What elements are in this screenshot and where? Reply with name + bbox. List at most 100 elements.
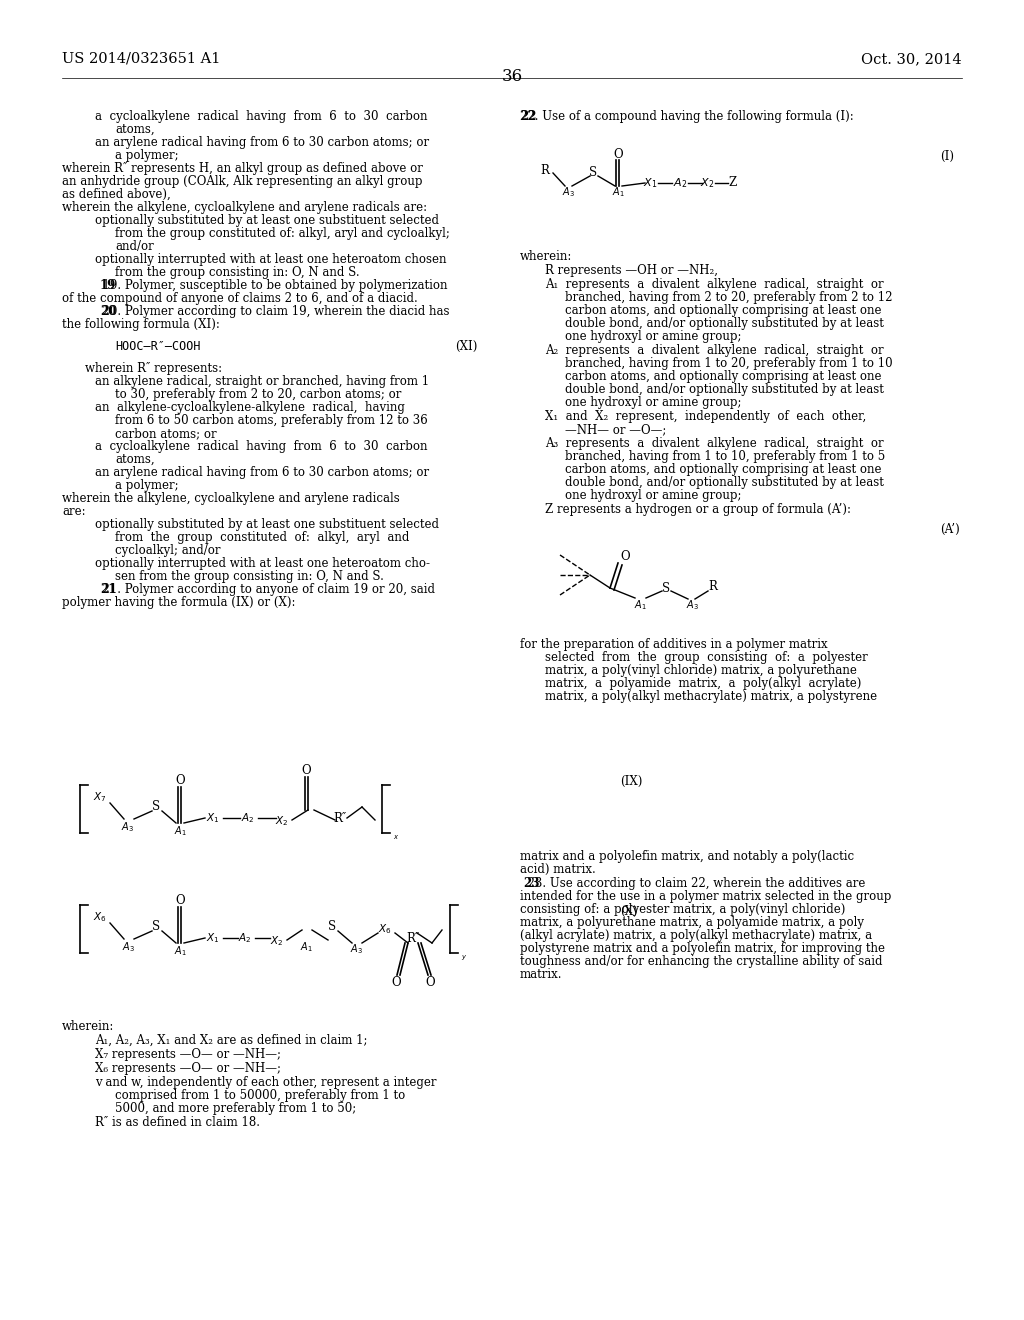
Text: (IX): (IX) bbox=[620, 775, 642, 788]
Text: branched, having from 1 to 10, preferably from 1 to 5: branched, having from 1 to 10, preferabl… bbox=[565, 450, 886, 463]
Text: from the group consisting in: O, N and S.: from the group consisting in: O, N and S… bbox=[115, 267, 359, 279]
Text: double bond, and/or optionally substituted by at least: double bond, and/or optionally substitut… bbox=[565, 317, 884, 330]
Text: $X_6$: $X_6$ bbox=[93, 909, 106, 924]
Text: one hydroxyl or amine group;: one hydroxyl or amine group; bbox=[565, 330, 741, 343]
Text: R: R bbox=[541, 164, 550, 177]
Text: S: S bbox=[662, 582, 670, 594]
Text: $_y$: $_y$ bbox=[461, 953, 467, 961]
Text: Z: Z bbox=[729, 177, 737, 190]
Text: wherein R″ represents H, an alkyl group as defined above or: wherein R″ represents H, an alkyl group … bbox=[62, 162, 423, 176]
Text: toughness and/or for enhancing the crystalline ability of said: toughness and/or for enhancing the cryst… bbox=[520, 954, 883, 968]
Text: $A_3$: $A_3$ bbox=[349, 942, 362, 956]
Text: S: S bbox=[589, 166, 597, 180]
Text: from the group constituted of: alkyl, aryl and cycloalkyl;: from the group constituted of: alkyl, ar… bbox=[115, 227, 450, 240]
Text: R″: R″ bbox=[334, 812, 347, 825]
Text: 23: 23 bbox=[523, 876, 540, 890]
Text: an arylene radical having from 6 to 30 carbon atoms; or: an arylene radical having from 6 to 30 c… bbox=[95, 136, 429, 149]
Text: for the preparation of additives in a polymer matrix: for the preparation of additives in a po… bbox=[520, 638, 827, 651]
Text: 22: 22 bbox=[520, 110, 537, 123]
Text: double bond, and/or optionally substituted by at least: double bond, and/or optionally substitut… bbox=[565, 383, 884, 396]
Text: selected  from  the  group  consisting  of:  a  polyester: selected from the group consisting of: a… bbox=[545, 651, 867, 664]
Text: (I): (I) bbox=[940, 150, 954, 162]
Text: Oct. 30, 2014: Oct. 30, 2014 bbox=[861, 51, 962, 66]
Text: optionally interrupted with at least one heteroatom chosen: optionally interrupted with at least one… bbox=[95, 253, 446, 267]
Text: $_x$: $_x$ bbox=[393, 833, 399, 842]
Text: $A_3$: $A_3$ bbox=[121, 820, 133, 834]
Text: wherein:: wherein: bbox=[62, 1020, 115, 1034]
Text: carbon atoms, and optionally comprising at least one: carbon atoms, and optionally comprising … bbox=[565, 463, 882, 477]
Text: $A_1$: $A_1$ bbox=[174, 824, 186, 838]
Text: one hydroxyl or amine group;: one hydroxyl or amine group; bbox=[565, 396, 741, 409]
Text: R: R bbox=[709, 581, 718, 594]
Text: branched, having from 1 to 20, preferably from 1 to 10: branched, having from 1 to 20, preferabl… bbox=[565, 356, 893, 370]
Text: carbon atoms, and optionally comprising at least one: carbon atoms, and optionally comprising … bbox=[565, 370, 882, 383]
Text: matrix.: matrix. bbox=[520, 968, 562, 981]
Text: double bond, and/or optionally substituted by at least: double bond, and/or optionally substitut… bbox=[565, 477, 884, 488]
Text: comprised from 1 to 50000, preferably from 1 to: comprised from 1 to 50000, preferably fr… bbox=[115, 1089, 406, 1102]
Text: carbon atoms, and optionally comprising at least one: carbon atoms, and optionally comprising … bbox=[565, 304, 882, 317]
Text: acid) matrix.: acid) matrix. bbox=[520, 863, 596, 876]
Text: consisting of: a polyester matrix, a poly(vinyl chloride): consisting of: a polyester matrix, a pol… bbox=[520, 903, 846, 916]
Text: wherein the alkylene, cycloalkylene and arylene radicals: wherein the alkylene, cycloalkylene and … bbox=[62, 492, 399, 506]
Text: matrix and a polyolefin matrix, and notably a poly(lactic: matrix and a polyolefin matrix, and nota… bbox=[520, 850, 854, 863]
Text: (A’): (A’) bbox=[940, 523, 959, 536]
Text: O: O bbox=[301, 764, 311, 777]
Text: Z represents a hydrogen or a group of formula (A’):: Z represents a hydrogen or a group of fo… bbox=[545, 503, 851, 516]
Text: S: S bbox=[152, 800, 160, 813]
Text: 36: 36 bbox=[502, 69, 522, 84]
Text: $X_1$: $X_1$ bbox=[206, 931, 220, 945]
Text: an  alkylene-cycloalkylene-alkylene  radical,  having: an alkylene-cycloalkylene-alkylene radic… bbox=[95, 401, 404, 414]
Text: 19. Polymer, susceptible to be obtained by polymerization: 19. Polymer, susceptible to be obtained … bbox=[95, 279, 447, 292]
Text: $A_2$: $A_2$ bbox=[242, 810, 255, 825]
Text: v and w, independently of each other, represent a integer: v and w, independently of each other, re… bbox=[95, 1076, 436, 1089]
Text: R represents —OH or —NH₂,: R represents —OH or —NH₂, bbox=[545, 264, 718, 277]
Text: optionally interrupted with at least one heteroatom cho-: optionally interrupted with at least one… bbox=[95, 557, 430, 570]
Text: $A_1$: $A_1$ bbox=[611, 185, 625, 199]
Text: $X_6$: $X_6$ bbox=[378, 923, 392, 936]
Text: 20: 20 bbox=[100, 305, 117, 318]
Text: one hydroxyl or amine group;: one hydroxyl or amine group; bbox=[565, 488, 741, 502]
Text: A₂  represents  a  divalent  alkylene  radical,  straight  or: A₂ represents a divalent alkylene radica… bbox=[545, 345, 884, 356]
Text: $X_2$: $X_2$ bbox=[275, 814, 289, 828]
Text: atoms,: atoms, bbox=[115, 123, 155, 136]
Text: X₇ represents —O— or —NH—;: X₇ represents —O— or —NH—; bbox=[95, 1048, 281, 1061]
Text: $A_1$: $A_1$ bbox=[174, 944, 186, 958]
Text: O: O bbox=[425, 977, 435, 990]
Text: $A_2$: $A_2$ bbox=[673, 176, 687, 190]
Text: wherein:: wherein: bbox=[520, 249, 572, 263]
Text: A₁, A₂, A₃, X₁ and X₂ are as defined in claim 1;: A₁, A₂, A₃, X₁ and X₂ are as defined in … bbox=[95, 1034, 368, 1047]
Text: wherein the alkylene, cycloalkylene and arylene radicals are:: wherein the alkylene, cycloalkylene and … bbox=[62, 201, 427, 214]
Text: O: O bbox=[613, 148, 623, 161]
Text: (XI): (XI) bbox=[455, 341, 477, 352]
Text: the following formula (XI):: the following formula (XI): bbox=[62, 318, 220, 331]
Text: intended for the use in a polymer matrix selected in the group: intended for the use in a polymer matrix… bbox=[520, 890, 891, 903]
Text: S: S bbox=[152, 920, 160, 933]
Text: $X_2$: $X_2$ bbox=[270, 935, 284, 948]
Text: from 6 to 50 carbon atoms, preferably from 12 to 36: from 6 to 50 carbon atoms, preferably fr… bbox=[115, 414, 428, 426]
Text: (alkyl acrylate) matrix, a poly(alkyl methacrylate) matrix, a: (alkyl acrylate) matrix, a poly(alkyl me… bbox=[520, 929, 872, 942]
Text: $A_3$: $A_3$ bbox=[685, 598, 698, 612]
Text: (X): (X) bbox=[620, 906, 638, 917]
Text: 21: 21 bbox=[100, 583, 117, 597]
Text: polystyrene matrix and a polyolefin matrix, for improving the: polystyrene matrix and a polyolefin matr… bbox=[520, 942, 885, 954]
Text: to 30, preferably from 2 to 20, carbon atoms; or: to 30, preferably from 2 to 20, carbon a… bbox=[115, 388, 401, 401]
Text: O: O bbox=[391, 977, 400, 990]
Text: matrix, a poly(alkyl methacrylate) matrix, a polystyrene: matrix, a poly(alkyl methacrylate) matri… bbox=[545, 690, 878, 704]
Text: X₁  and  X₂  represent,  independently  of  each  other,: X₁ and X₂ represent, independently of ea… bbox=[545, 411, 866, 422]
Text: $X_2$: $X_2$ bbox=[699, 176, 714, 190]
Text: are:: are: bbox=[62, 506, 86, 517]
Text: US 2014/0323651 A1: US 2014/0323651 A1 bbox=[62, 51, 220, 66]
Text: polymer having the formula (IX) or (X):: polymer having the formula (IX) or (X): bbox=[62, 597, 296, 609]
Text: of the compound of anyone of claims 2 to 6, and of a diacid.: of the compound of anyone of claims 2 to… bbox=[62, 292, 418, 305]
Text: X₆ represents —O— or —NH—;: X₆ represents —O— or —NH—; bbox=[95, 1063, 281, 1074]
Text: 5000, and more preferably from 1 to 50;: 5000, and more preferably from 1 to 50; bbox=[115, 1102, 356, 1115]
Text: A₃  represents  a  divalent  alkylene  radical,  straight  or: A₃ represents a divalent alkylene radica… bbox=[545, 437, 884, 450]
Text: an alkylene radical, straight or branched, having from 1: an alkylene radical, straight or branche… bbox=[95, 375, 429, 388]
Text: a polymer;: a polymer; bbox=[115, 149, 178, 162]
Text: $A_3$: $A_3$ bbox=[122, 940, 134, 954]
Text: $A_3$: $A_3$ bbox=[561, 185, 574, 199]
Text: R″ is as defined in claim 18.: R″ is as defined in claim 18. bbox=[95, 1115, 260, 1129]
Text: 22. Use of a compound having the following formula (I):: 22. Use of a compound having the followi… bbox=[520, 110, 854, 123]
Text: 19: 19 bbox=[100, 279, 117, 292]
Text: 23. Use according to claim 22, wherein the additives are: 23. Use according to claim 22, wherein t… bbox=[520, 876, 865, 890]
